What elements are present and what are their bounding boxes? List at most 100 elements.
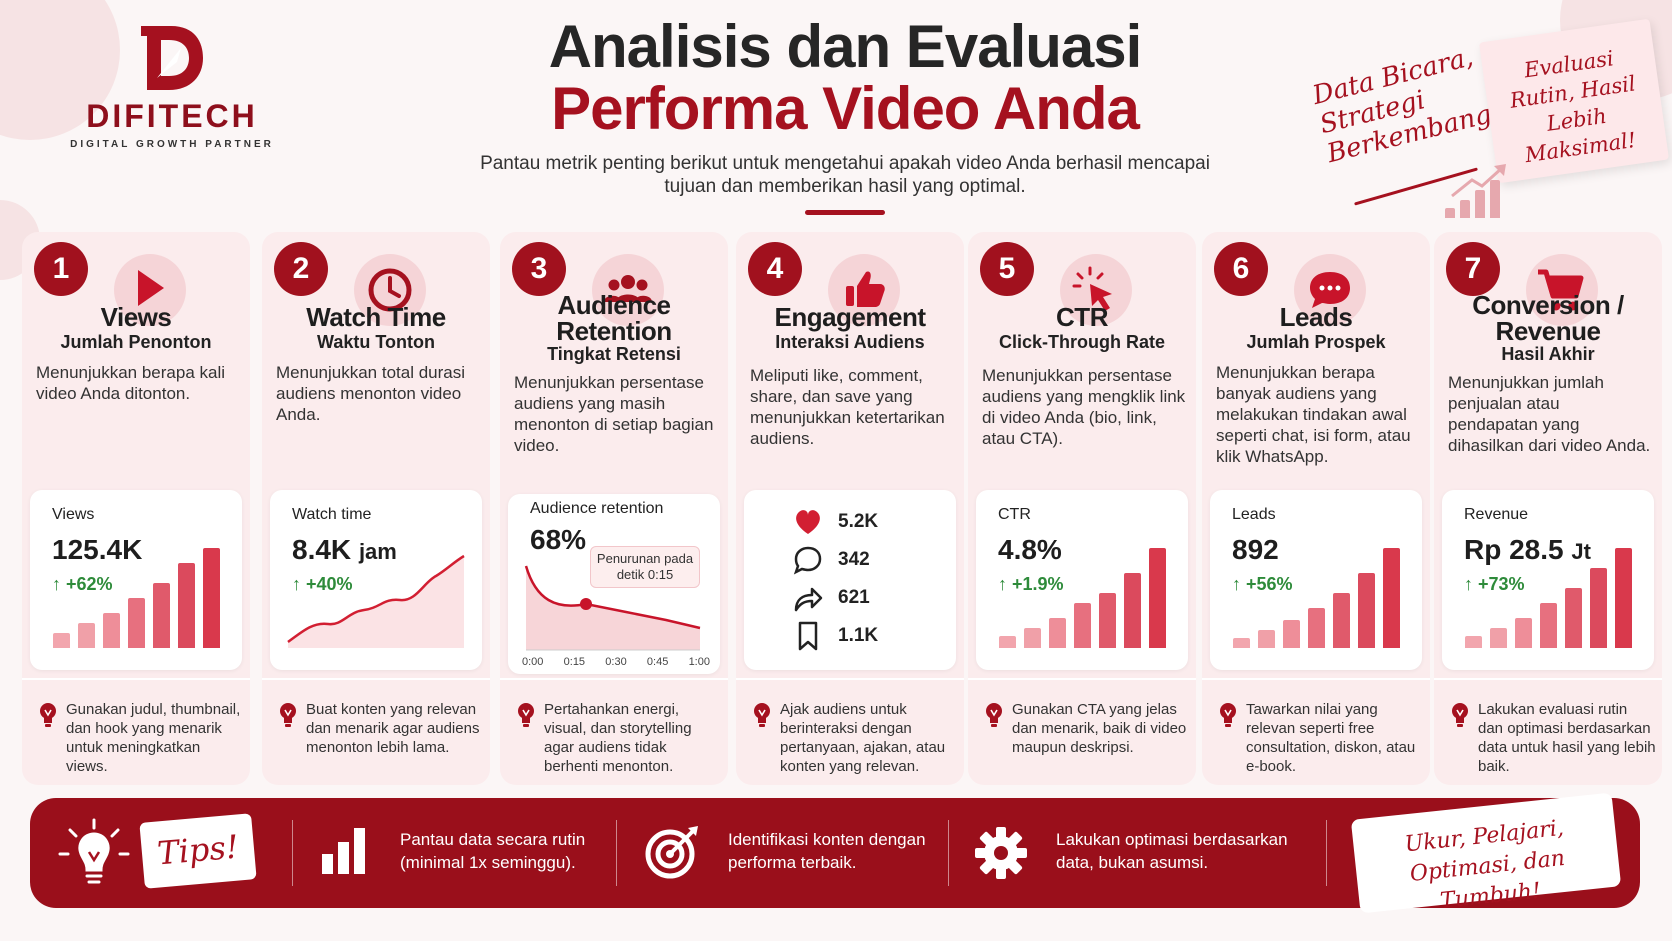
metric-subtitle: Waktu Tonton xyxy=(317,332,435,352)
metric-panel: 5.2K 342 621 1.1K xyxy=(744,490,956,670)
lightbulb-tip-icon xyxy=(40,703,56,727)
metric-subtitle: Jumlah Prospek xyxy=(1246,332,1386,352)
gear-icon xyxy=(975,827,1027,879)
metric-number: 2 xyxy=(274,242,328,296)
panel-growth-value: +40% xyxy=(306,574,353,594)
tips-footer: Tips! Pantau data secara rutin (minimal … xyxy=(30,792,1640,914)
bar xyxy=(999,636,1016,648)
bar xyxy=(1258,630,1275,648)
metric-tip-text: Lakukan evaluasi rutin dan optimasi berd… xyxy=(1478,701,1656,775)
bar xyxy=(1099,593,1116,648)
share-icon xyxy=(794,587,823,612)
chat-icon xyxy=(1310,272,1350,308)
lightbulb-tip-icon xyxy=(1452,703,1468,727)
metric-card-views: 1 Views Jumlah Penonton Menunjukkan bera… xyxy=(22,232,250,785)
bar xyxy=(203,548,220,648)
metric-tip-text: Gunakan judul, thumbnail, dan hook yang … xyxy=(66,701,241,775)
footer-tip-1: Pantau data secara rutin (minimal 1x sem… xyxy=(400,830,586,872)
metric-panel: Leads 892 ↑ +56% xyxy=(1210,490,1422,670)
bar xyxy=(1049,618,1066,648)
metric-tip: Pertahankan energi, visual, dan storytel… xyxy=(500,678,728,785)
metric-title: Views xyxy=(100,302,172,332)
engagement-row-comments: 342 xyxy=(792,544,870,576)
panel-label: Watch time xyxy=(292,506,372,523)
metric-subtitle: Hasil Akhir xyxy=(1501,344,1595,364)
metric-description: Menunjukkan berapa banyak audiens yang m… xyxy=(1216,363,1411,466)
panel-growth: ↑ +73% xyxy=(1464,574,1525,594)
metric-number: 5 xyxy=(980,242,1034,296)
retention-drop-point xyxy=(580,598,592,610)
lightbulb-tip-icon xyxy=(986,703,1002,727)
metric-icon-badge xyxy=(1060,254,1132,326)
metric-icon-badge xyxy=(354,254,426,326)
metric-title: Leads xyxy=(1279,302,1353,332)
engagement-row-likes: 5.2K xyxy=(792,506,878,538)
bar xyxy=(78,623,95,648)
bar xyxy=(1074,603,1091,648)
footer-divider xyxy=(616,820,617,886)
panel-value-unit: jam xyxy=(358,539,397,564)
metric-tip: Tawarkan nilai yang relevan seperti free… xyxy=(1202,678,1430,785)
heart-icon xyxy=(796,510,820,534)
panel-growth-value: +56% xyxy=(1246,574,1293,594)
metric-number: 6 xyxy=(1214,242,1268,296)
brand-tagline: DIGITAL GROWTH PARTNER xyxy=(70,139,274,150)
metric-icon-badge xyxy=(828,254,900,326)
engagement-row-shares: 621 xyxy=(792,582,870,614)
metric-icon-badge xyxy=(592,254,664,326)
brand-name: DIFITECH xyxy=(86,98,258,134)
lightbulb-tip-icon xyxy=(1220,703,1236,727)
metric-number: 4 xyxy=(748,242,802,296)
metric-number: 1 xyxy=(34,242,88,296)
panel-value: 68% xyxy=(530,524,587,555)
panel-growth-value: +62% xyxy=(66,574,113,594)
metric-subtitle: Click-Through Rate xyxy=(998,332,1165,352)
metric-number: 3 xyxy=(512,242,566,296)
bar xyxy=(53,633,70,648)
bar xyxy=(1490,628,1507,648)
metric-panel: CTR 4.8% ↑ +1.9% xyxy=(976,490,1188,670)
metric-title: Engagement xyxy=(774,302,926,332)
metric-tip: Lakukan evaluasi rutin dan optimasi berd… xyxy=(1434,678,1662,785)
metric-tip-text: Tawarkan nilai yang relevan seperti free… xyxy=(1246,701,1416,775)
bar xyxy=(1565,588,1582,648)
clock-icon xyxy=(368,268,412,312)
engagement-likes-value: 5.2K xyxy=(838,511,879,532)
engagement-shares-value: 621 xyxy=(838,587,870,608)
bar xyxy=(1615,548,1632,648)
metric-tip-text: Pertahankan energi, visual, dan storytel… xyxy=(544,701,692,775)
panel-value-number: 892 xyxy=(1232,534,1279,565)
metric-description: Meliputi like, comment, share, dan save … xyxy=(750,366,945,448)
bar xyxy=(1358,573,1375,648)
panel-growth: ↑ +40% xyxy=(292,574,353,594)
lightbulb-icon xyxy=(58,818,130,884)
panel-value-unit: Jt xyxy=(1571,539,1591,564)
title-underline xyxy=(805,210,885,215)
panel-growth: ↑ +56% xyxy=(1232,574,1293,594)
panel-value: 892 xyxy=(1232,534,1279,566)
panel-growth: ↑ +1.9% xyxy=(998,574,1064,594)
page-title-line1: Analisis dan Evaluasi xyxy=(548,13,1143,80)
metric-icon-badge xyxy=(1294,254,1366,326)
metric-tip: Gunakan CTA yang jelas dan menarik, baik… xyxy=(968,678,1196,785)
metric-number: 7 xyxy=(1446,242,1500,296)
bar xyxy=(1149,548,1166,648)
header: Analisis dan Evaluasi Performa Video And… xyxy=(420,16,1270,215)
metric-description: Menunjukkan persentase audiens yang masi… xyxy=(514,373,714,455)
slogan-card: Ukur, Pelajari, Optimasi, dan Tumbuh! xyxy=(1350,792,1622,914)
comment-icon xyxy=(793,546,822,575)
play-icon xyxy=(138,270,164,306)
footer-tip-3: Lakukan optimasi berdasarkan data, bukan… xyxy=(1056,830,1288,872)
metric-description: Menunjukkan berapa kali video Anda diton… xyxy=(36,363,226,403)
footer-divider xyxy=(948,820,949,886)
x-tick: 1:00 xyxy=(688,656,710,668)
panel-value: Rp 28.5 Jt xyxy=(1464,534,1591,566)
lightbulb-tip-icon xyxy=(280,703,296,727)
engagement-row-saves: 1.1K xyxy=(792,620,878,652)
metric-subtitle: Jumlah Penonton xyxy=(60,332,212,352)
metric-card-conversion-revenue: 7 Conversion / Revenue Hasil Akhir Menun… xyxy=(1434,232,1662,785)
panel-value-number: 8.4K xyxy=(292,534,352,565)
x-tick: 0:45 xyxy=(646,656,669,668)
retention-line-chart xyxy=(524,565,701,651)
panel-value-number: 125.4K xyxy=(52,534,143,565)
